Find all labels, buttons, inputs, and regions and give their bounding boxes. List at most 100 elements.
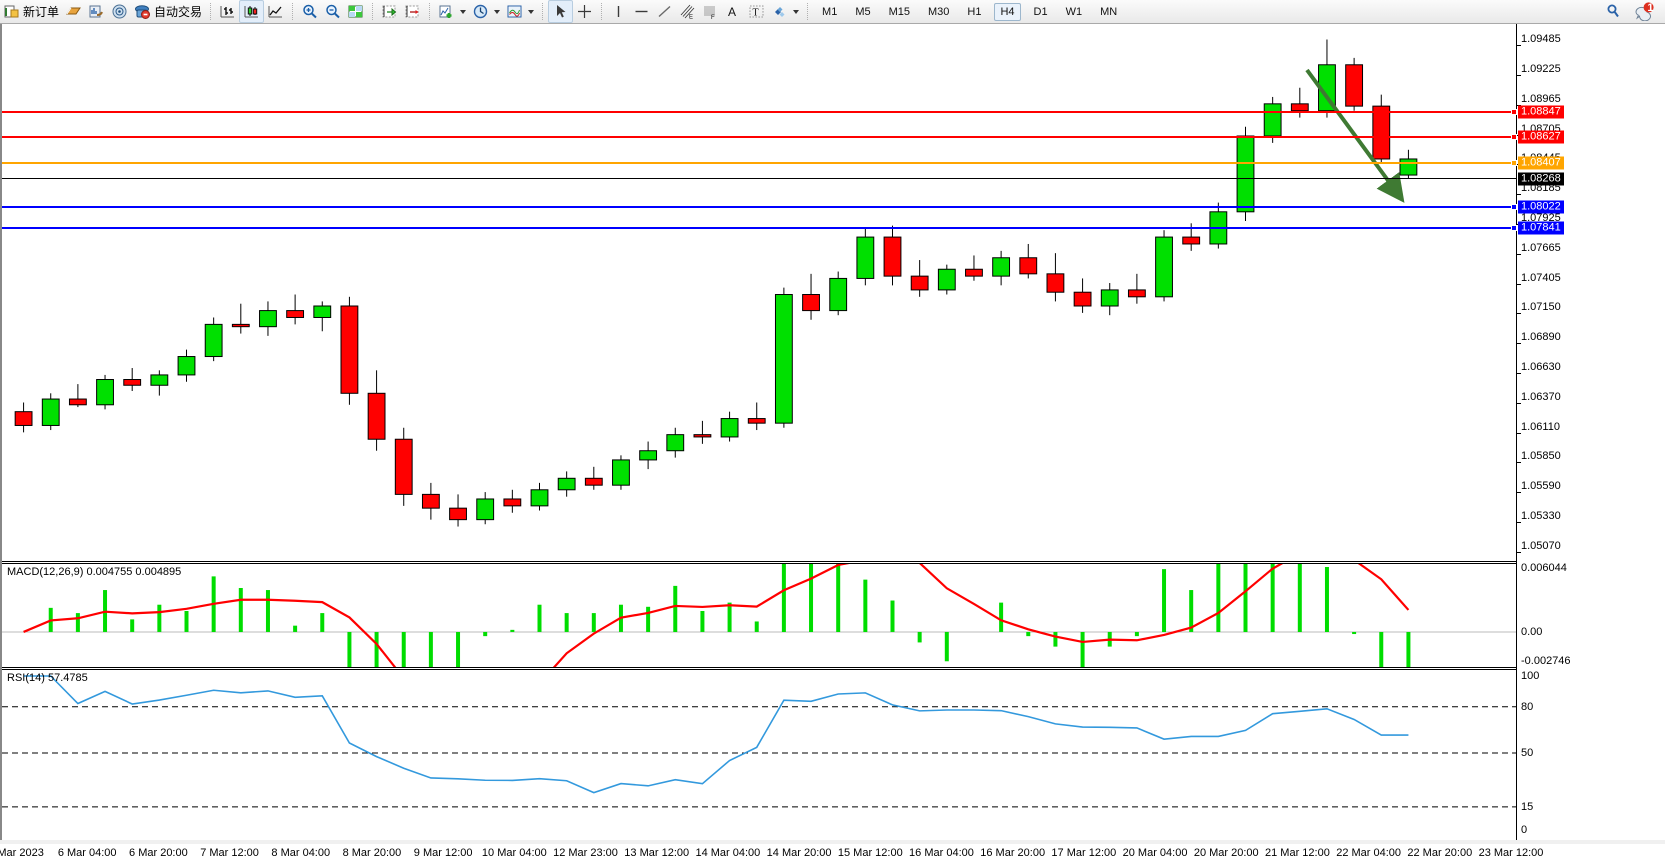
horizontal-line-button[interactable] (630, 1, 653, 22)
indicators-button[interactable] (435, 1, 469, 22)
candle-body (1019, 257, 1038, 275)
vertical-line-button[interactable] (607, 1, 630, 22)
text-icon: A (725, 3, 742, 20)
candle-body (774, 294, 793, 424)
candle-body (340, 305, 359, 394)
time-tick: 16 Mar 20:00 (980, 847, 1046, 859)
candle-body (231, 323, 250, 328)
rsi-pane[interactable] (2, 670, 1665, 840)
tick-mark (1517, 522, 1521, 524)
timeframe-m5[interactable]: M5 (855, 5, 871, 18)
timeframe-d1[interactable]: D1 (1033, 5, 1048, 18)
notification-badge-count: 1 (1647, 2, 1654, 14)
tick-mark (1517, 552, 1521, 554)
chevron-down-icon[interactable] (793, 9, 800, 14)
price-level-line-resistance[interactable] (2, 109, 1517, 116)
candle-body (1182, 236, 1201, 245)
crosshair-button[interactable] (573, 1, 596, 22)
zoom-in-button[interactable] (298, 1, 321, 22)
equidistant-channel-button[interactable]: E (676, 1, 699, 22)
auto-scroll-button[interactable] (378, 1, 401, 22)
timeframe-m30[interactable]: M30 (928, 5, 950, 18)
notifications-button[interactable]: 1 (1631, 1, 1657, 22)
tick-mark (1517, 343, 1521, 344)
price-tick: 1.05590 (1517, 480, 1561, 494)
new-order-label: 新订单 (23, 5, 60, 19)
timeframe-group: M1 M5 M15 M30 H1 H4 D1 W1 MN (813, 2, 1126, 21)
candlestick-chart-button[interactable] (239, 0, 265, 23)
time-tick: 20 Mar 04:00 (1122, 847, 1188, 859)
price-level-handle[interactable] (1511, 134, 1517, 141)
price-level-line-last-price[interactable] (2, 177, 1516, 179)
new-order-button[interactable]: 新订单 (0, 1, 62, 22)
timeframe-mn[interactable]: MN (1100, 5, 1118, 18)
shapes-button[interactable] (768, 1, 802, 22)
candle-body (41, 398, 60, 426)
candle-body (96, 379, 114, 406)
tick-mark (1517, 104, 1521, 106)
chevron-down-icon[interactable] (528, 9, 535, 14)
bar-chart-button[interactable] (216, 1, 239, 22)
candle-body (802, 294, 820, 312)
text-label-button[interactable]: T (745, 1, 768, 22)
price-level-handle[interactable] (1511, 224, 1517, 231)
chart-area[interactable]: EURUSD-,H4 1.08394 1.08403 1.08268 1.082… (0, 24, 1665, 865)
vps-button[interactable] (108, 1, 131, 22)
price-level-line-support[interactable] (2, 203, 1517, 210)
candle-body (883, 236, 902, 277)
tick-mark (1517, 432, 1521, 434)
fibonacci-button[interactable]: F (699, 1, 722, 22)
rsi-series (2, 675, 1518, 808)
price-tick: 1.05330 (1517, 510, 1561, 524)
timeframe-w1[interactable]: W1 (1065, 5, 1083, 18)
price-level-line-support[interactable] (2, 224, 1517, 231)
autoscroll-icon (381, 3, 398, 20)
price-pane[interactable] (2, 24, 1665, 561)
chevron-down-icon[interactable] (460, 9, 467, 14)
templates-button[interactable] (503, 1, 537, 22)
cursor-button[interactable] (548, 0, 574, 23)
timeframe-h1[interactable]: H1 (967, 5, 982, 18)
chevron-down-icon[interactable] (494, 9, 501, 14)
market-button[interactable] (85, 1, 108, 22)
candle-body (720, 418, 739, 438)
pane-divider (2, 669, 1516, 670)
trendline-button[interactable] (653, 1, 676, 22)
search-button[interactable] (1602, 1, 1625, 22)
price-level-line-resistance[interactable] (2, 134, 1517, 141)
price-tick: 1.08965 (1517, 93, 1561, 106)
candle-body (530, 489, 549, 507)
tick-mark (1517, 74, 1521, 76)
zoom-out-button[interactable] (321, 1, 344, 22)
timeframe-m1[interactable]: M1 (822, 5, 838, 18)
price-axis[interactable]: 1.094851.092251.089651.087051.084451.081… (1516, 24, 1665, 844)
candle-body (910, 275, 929, 291)
template-icon (506, 3, 523, 20)
price-level-handle[interactable] (1511, 109, 1517, 116)
price-level-handle[interactable] (1511, 159, 1517, 166)
macd-pane[interactable] (2, 564, 1665, 667)
svg-text:E: E (689, 15, 693, 21)
candle-body (557, 477, 576, 491)
line-chart-button[interactable] (264, 1, 287, 22)
candle-body (449, 507, 467, 521)
price-tick: 1.07405 (1517, 272, 1561, 285)
time-tick: 17 Mar 12:00 (1051, 847, 1117, 859)
text-button[interactable]: A (722, 1, 745, 22)
signals-button[interactable] (62, 1, 85, 22)
price-level-handle[interactable] (1511, 203, 1517, 210)
notifications-icon (1634, 2, 1654, 21)
periods-button[interactable] (469, 1, 503, 22)
time-tick: 22 Mar 20:00 (1407, 847, 1473, 859)
candle-body (476, 498, 495, 521)
tile-windows-button[interactable] (344, 1, 367, 22)
macd-tick: -0.002746 (1521, 655, 1571, 667)
auto-trading-button[interactable]: 自动交易 (131, 1, 205, 22)
candle-body (856, 236, 875, 279)
timeframe-m15[interactable]: M15 (888, 5, 910, 18)
toolbar-separator (601, 3, 603, 20)
candle-body (829, 277, 848, 312)
price-level-line-pivot[interactable] (2, 159, 1517, 166)
chart-shift-button[interactable] (401, 1, 424, 22)
timeframe-h4[interactable]: H4 (994, 2, 1021, 21)
